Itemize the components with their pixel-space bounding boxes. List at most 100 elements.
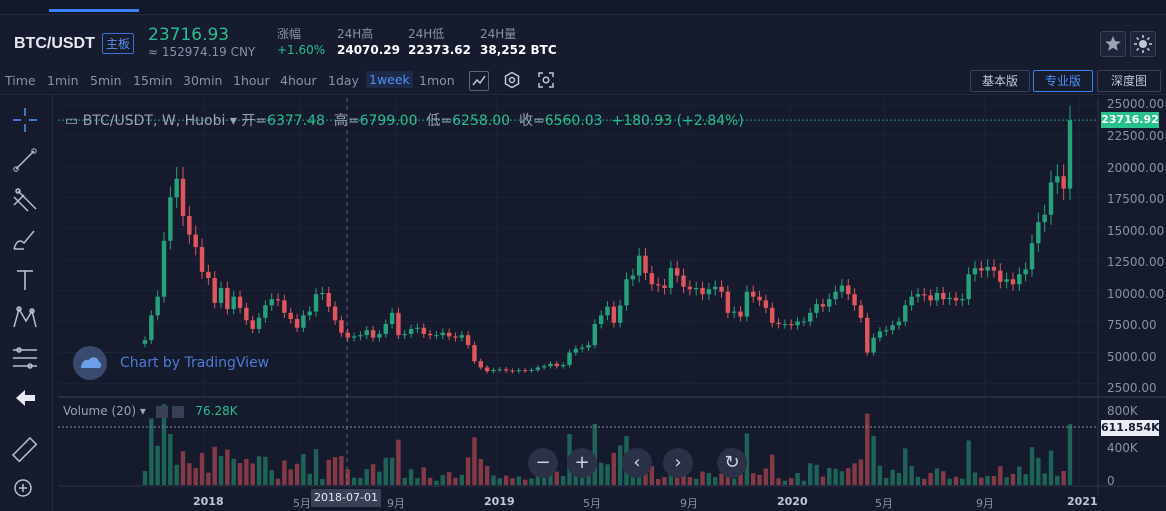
- volume-bar: [218, 455, 224, 485]
- legend-dropdown-icon[interactable]: ▾: [225, 113, 242, 129]
- legend-symbol[interactable]: BTC/USDT, W, Huobi: [82, 113, 226, 129]
- price-chart[interactable]: [53, 95, 1166, 511]
- zoom-in-button[interactable]: +: [567, 448, 597, 478]
- candle-body: [586, 345, 591, 348]
- candle-body: [757, 296, 762, 301]
- tf-1week[interactable]: 1week: [366, 71, 413, 88]
- candle-body: [1029, 243, 1035, 270]
- basic-version-button[interactable]: 基本版: [970, 70, 1030, 92]
- tf-1mon[interactable]: 1mon: [419, 73, 455, 88]
- stat-value: 38,252 BTC: [480, 43, 557, 57]
- active-market-tab[interactable]: [49, 9, 139, 12]
- sun-icon[interactable]: [1130, 31, 1156, 57]
- crosshair-date-label: 2018-07-01: [311, 489, 381, 507]
- candle-body: [643, 255, 648, 274]
- volume-bar: [896, 472, 902, 485]
- tf-1day[interactable]: 1day: [328, 73, 359, 88]
- tf-1hour[interactable]: 1hour: [233, 73, 270, 88]
- tf-15min[interactable]: 15min: [133, 73, 173, 88]
- candle-body: [789, 323, 794, 326]
- pattern-icon[interactable]: [10, 303, 40, 333]
- tf-30min[interactable]: 30min: [183, 73, 223, 88]
- depth-chart-button[interactable]: 深度图: [1097, 70, 1161, 92]
- back-arrow-icon[interactable]: [10, 383, 40, 413]
- candle-body: [934, 292, 940, 301]
- volume-bar: [389, 457, 395, 485]
- volume-bar: [307, 473, 312, 485]
- ruler-icon[interactable]: [10, 435, 40, 465]
- candle-body: [782, 323, 788, 325]
- volume-bar: [161, 404, 167, 485]
- candle-body: [687, 286, 693, 290]
- volume-settings-icon[interactable]: [155, 405, 168, 418]
- candle-body: [960, 299, 965, 301]
- brush-icon[interactable]: [10, 225, 40, 255]
- x-tick: 2020: [777, 495, 808, 508]
- candle-body: [497, 369, 503, 371]
- x-tick: 2018: [193, 495, 224, 508]
- scroll-left-button[interactable]: ‹: [622, 448, 652, 478]
- candle-body: [510, 370, 515, 372]
- volume-close-icon[interactable]: [171, 405, 184, 418]
- candle-body: [434, 335, 439, 337]
- reset-chart-button[interactable]: ↻: [717, 448, 747, 478]
- volume-bar: [706, 473, 712, 485]
- zoom-out-button[interactable]: −: [528, 448, 558, 478]
- candle-body: [301, 315, 306, 328]
- volume-bar: [320, 478, 325, 485]
- y-tick: 25000.00: [1107, 97, 1165, 111]
- volume-bar: [744, 433, 750, 485]
- tf-5min[interactable]: 5min: [90, 73, 122, 88]
- volume-bar: [871, 435, 876, 485]
- trendline-icon[interactable]: [10, 145, 40, 175]
- volume-bar: [522, 479, 528, 485]
- tf-1min[interactable]: 1min: [47, 73, 79, 88]
- candle-body: [294, 319, 300, 328]
- tf-4hour[interactable]: 4hour: [280, 73, 317, 88]
- indicator-icon[interactable]: [469, 71, 489, 91]
- candle-body: [681, 275, 686, 287]
- x-tick: 5月: [583, 497, 601, 510]
- fib-icon[interactable]: [10, 343, 40, 373]
- volume-bar: [446, 472, 452, 485]
- tradingview-watermark[interactable]: Chart by TradingView: [73, 346, 273, 382]
- legend-collapse-icon[interactable]: ▭: [65, 113, 79, 129]
- pitchfork-icon[interactable]: [10, 185, 40, 215]
- volume-bar: [345, 469, 350, 485]
- candle-body: [535, 367, 541, 370]
- crosshair-icon[interactable]: [10, 105, 40, 135]
- screenshot-icon[interactable]: [537, 71, 555, 89]
- star-icon[interactable]: [1100, 31, 1126, 57]
- pro-version-button[interactable]: 专业版: [1033, 70, 1093, 92]
- candle-body: [592, 323, 598, 346]
- tf-time[interactable]: Time: [5, 73, 36, 88]
- candle-body: [491, 369, 496, 372]
- candle-body: [776, 322, 781, 324]
- candle-body: [947, 297, 952, 300]
- candle-body: [408, 328, 414, 334]
- settings-hex-icon[interactable]: [503, 71, 521, 89]
- volume-bar: [472, 437, 477, 485]
- stat-label: 24H低: [408, 27, 445, 41]
- candle-body: [358, 335, 363, 337]
- volume-label[interactable]: Volume (20): [63, 404, 137, 418]
- candle-body: [674, 268, 680, 276]
- candle-body: [991, 266, 997, 271]
- candle-body: [852, 294, 857, 306]
- text-icon[interactable]: [10, 265, 40, 295]
- candle-body: [339, 320, 344, 333]
- stat-value: +1.60%: [277, 43, 326, 57]
- volume-bar: [326, 459, 331, 485]
- scroll-right-button[interactable]: ›: [663, 448, 693, 478]
- candle-body: [446, 332, 452, 337]
- candle-body: [579, 347, 585, 349]
- volume-bar: [174, 464, 179, 485]
- candle-body: [808, 312, 813, 322]
- volume-bar: [789, 478, 794, 485]
- candle-body: [922, 294, 927, 296]
- candle-body: [712, 286, 718, 290]
- zoom-icon[interactable]: [10, 475, 40, 505]
- volume-bar: [180, 451, 186, 485]
- candle-body: [554, 363, 560, 367]
- candle-body: [548, 363, 553, 367]
